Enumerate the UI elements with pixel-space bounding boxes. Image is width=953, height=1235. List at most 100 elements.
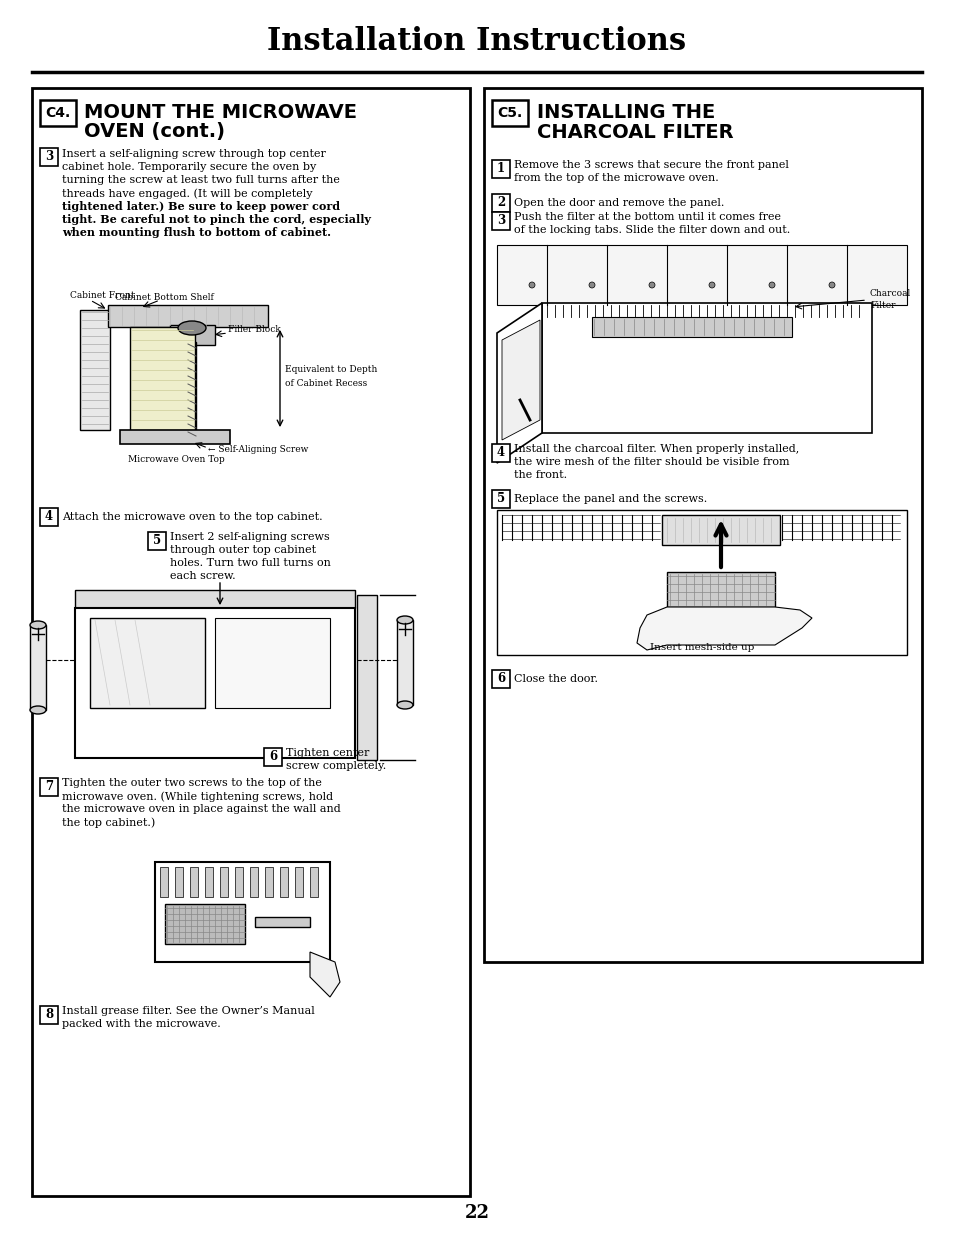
- Bar: [265, 867, 273, 897]
- Text: Microwave Oven Top: Microwave Oven Top: [128, 456, 225, 464]
- Text: Open the door and remove the panel.: Open the door and remove the panel.: [514, 198, 723, 207]
- Text: microwave oven. (While tightening screws, hold: microwave oven. (While tightening screws…: [62, 790, 333, 802]
- Text: C4.: C4.: [46, 106, 71, 120]
- Text: the top cabinet.): the top cabinet.): [62, 818, 155, 827]
- Bar: [148, 532, 166, 550]
- Text: 6: 6: [269, 751, 276, 763]
- Bar: [160, 867, 168, 897]
- Bar: [492, 194, 510, 212]
- Bar: [80, 310, 110, 430]
- Text: Replace the panel and the screws.: Replace the panel and the screws.: [514, 494, 706, 504]
- Text: 6: 6: [497, 673, 504, 685]
- Text: the microwave oven in place against the wall and: the microwave oven in place against the …: [62, 804, 340, 814]
- Bar: [497, 510, 906, 655]
- Text: the front.: the front.: [514, 471, 566, 480]
- Bar: [32, 88, 470, 1195]
- Bar: [130, 327, 194, 432]
- Bar: [220, 867, 228, 897]
- Text: of Cabinet Recess: of Cabinet Recess: [285, 378, 367, 388]
- Circle shape: [648, 282, 655, 288]
- Bar: [75, 590, 355, 608]
- Bar: [205, 867, 213, 897]
- Bar: [40, 1007, 58, 1024]
- Bar: [170, 325, 214, 345]
- Text: Close the door.: Close the door.: [514, 674, 598, 684]
- Text: of the locking tabs. Slide the filter down and out.: of the locking tabs. Slide the filter do…: [514, 225, 789, 235]
- Bar: [492, 490, 510, 508]
- Text: Install the charcoal filter. When properly installed,: Install the charcoal filter. When proper…: [514, 445, 799, 454]
- Text: Cabinet Bottom Shelf: Cabinet Bottom Shelf: [115, 294, 213, 303]
- Circle shape: [768, 282, 774, 288]
- Ellipse shape: [178, 321, 206, 335]
- Text: 7: 7: [45, 781, 53, 794]
- Bar: [188, 342, 195, 442]
- Text: when mounting flush to bottom of cabinet.: when mounting flush to bottom of cabinet…: [62, 227, 331, 238]
- Text: 4: 4: [497, 447, 504, 459]
- Bar: [492, 212, 510, 230]
- Text: cabinet hole. Temporarily secure the oven by: cabinet hole. Temporarily secure the ove…: [62, 162, 315, 172]
- Bar: [666, 572, 774, 606]
- Circle shape: [588, 282, 595, 288]
- Circle shape: [529, 282, 535, 288]
- Ellipse shape: [30, 706, 46, 714]
- Text: Insert mesh-side up: Insert mesh-side up: [649, 642, 754, 652]
- Text: Charcoal: Charcoal: [869, 289, 910, 298]
- Text: Tighten the outer two screws to the top of the: Tighten the outer two screws to the top …: [62, 778, 321, 788]
- Bar: [40, 100, 76, 126]
- Bar: [492, 100, 527, 126]
- Polygon shape: [637, 606, 811, 650]
- Text: 8: 8: [45, 1009, 53, 1021]
- Text: holes. Turn two full turns on: holes. Turn two full turns on: [170, 558, 331, 568]
- Text: Install grease filter. See the Owner’s Manual: Install grease filter. See the Owner’s M…: [62, 1007, 314, 1016]
- Bar: [40, 778, 58, 797]
- Text: Installation Instructions: Installation Instructions: [267, 26, 686, 58]
- Text: 3: 3: [497, 215, 504, 227]
- Bar: [264, 748, 282, 766]
- Text: Push the filter at the bottom until it comes free: Push the filter at the bottom until it c…: [514, 212, 781, 222]
- Bar: [294, 867, 303, 897]
- Bar: [492, 161, 510, 178]
- Bar: [75, 608, 355, 758]
- Text: Filter: Filter: [869, 301, 895, 310]
- Text: Insert 2 self-aligning screws: Insert 2 self-aligning screws: [170, 532, 330, 542]
- Bar: [165, 904, 245, 944]
- Text: 3: 3: [45, 151, 53, 163]
- Bar: [592, 317, 791, 337]
- Text: through outer top cabinet: through outer top cabinet: [170, 545, 315, 555]
- Text: from the top of the microwave oven.: from the top of the microwave oven.: [514, 173, 718, 183]
- Bar: [190, 867, 198, 897]
- Text: screw completely.: screw completely.: [286, 761, 386, 771]
- Text: MOUNT THE MICROWAVE: MOUNT THE MICROWAVE: [84, 104, 356, 122]
- Text: 4: 4: [45, 510, 53, 524]
- Text: Tighten center: Tighten center: [286, 748, 369, 758]
- Bar: [280, 867, 288, 897]
- Text: 5: 5: [497, 493, 504, 505]
- Circle shape: [828, 282, 834, 288]
- Bar: [492, 445, 510, 462]
- Text: tight. Be careful not to pinch the cord, especially: tight. Be careful not to pinch the cord,…: [62, 214, 371, 225]
- Bar: [40, 508, 58, 526]
- Text: packed with the microwave.: packed with the microwave.: [62, 1019, 220, 1029]
- Text: Attach the microwave oven to the top cabinet.: Attach the microwave oven to the top cab…: [62, 513, 322, 522]
- Text: INSTALLING THE: INSTALLING THE: [537, 104, 715, 122]
- Ellipse shape: [396, 701, 413, 709]
- Text: turning the screw at least two full turns after the: turning the screw at least two full turn…: [62, 175, 339, 185]
- Text: Equivalent to Depth: Equivalent to Depth: [285, 366, 377, 374]
- Text: OVEN (cont.): OVEN (cont.): [84, 122, 225, 142]
- Bar: [214, 618, 330, 708]
- Polygon shape: [310, 952, 339, 997]
- Polygon shape: [501, 320, 539, 440]
- Ellipse shape: [396, 616, 413, 624]
- Bar: [356, 595, 376, 760]
- Bar: [40, 148, 58, 165]
- Bar: [234, 867, 243, 897]
- Bar: [30, 625, 46, 710]
- Bar: [254, 918, 310, 927]
- Text: Insert a self-aligning screw through top center: Insert a self-aligning screw through top…: [62, 149, 326, 159]
- Text: Filler Block: Filler Block: [228, 326, 280, 335]
- Circle shape: [708, 282, 714, 288]
- Text: 5: 5: [152, 535, 161, 547]
- Bar: [310, 867, 317, 897]
- Text: the wire mesh of the filter should be visible from: the wire mesh of the filter should be vi…: [514, 457, 789, 467]
- Bar: [174, 867, 183, 897]
